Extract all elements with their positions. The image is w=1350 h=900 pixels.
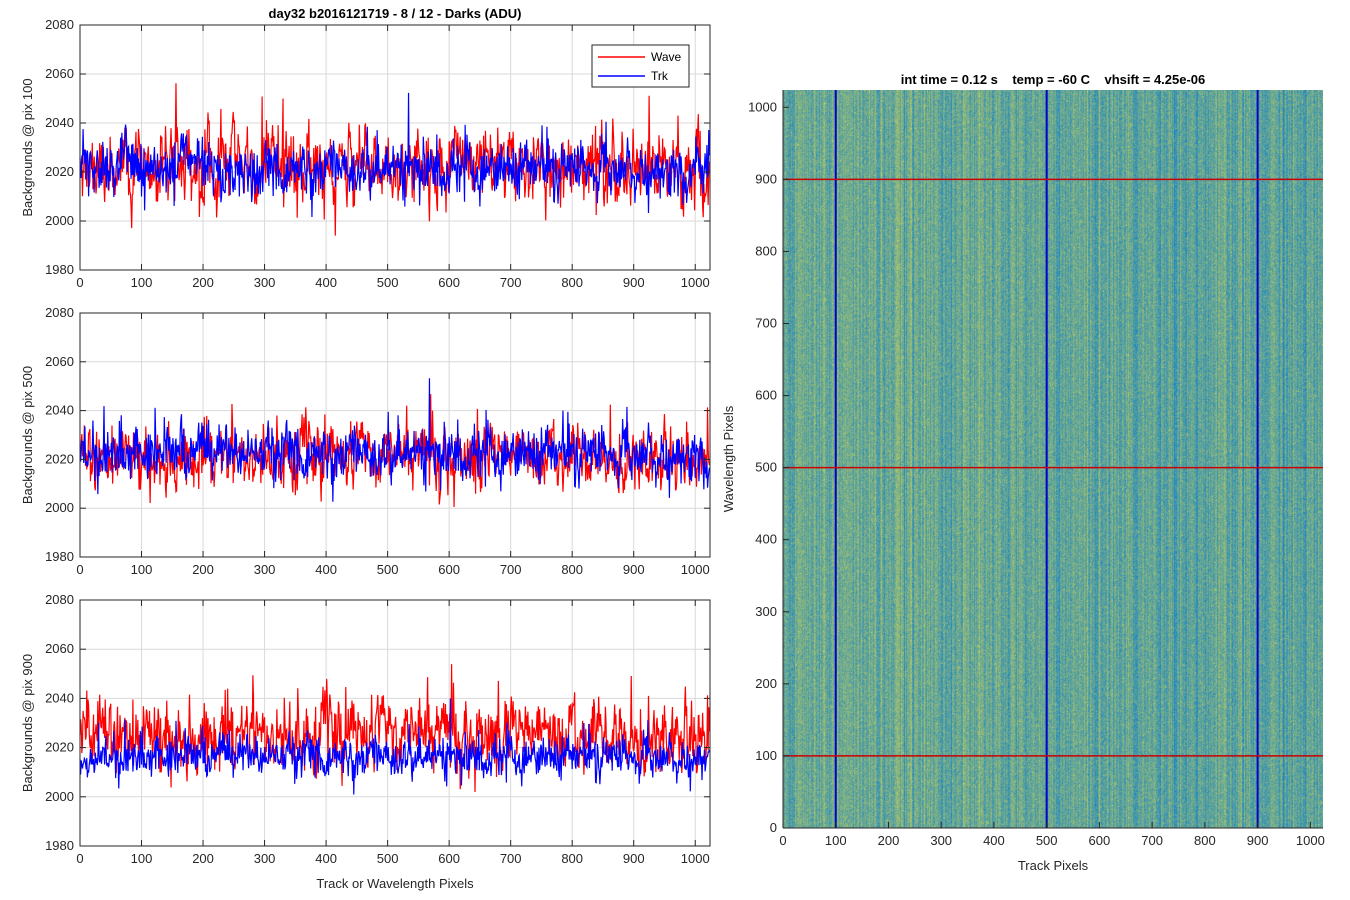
y-tick-label: 2020 — [45, 164, 74, 179]
heatmap-x-axis-label: Track Pixels — [1018, 858, 1089, 873]
y-tick-label: 2080 — [45, 592, 74, 607]
heatmap-image — [783, 90, 1323, 828]
heatmap-x-tick-label: 0 — [779, 833, 786, 848]
heatmap-y-tick-label: 600 — [755, 388, 777, 403]
heatmap-x-tick-label: 700 — [1141, 833, 1163, 848]
x-tick-label: 1000 — [681, 275, 710, 290]
heatmap-y-tick-label: 1000 — [748, 99, 777, 114]
x-tick-label: 700 — [500, 275, 522, 290]
heatmap-x-tick-label: 300 — [930, 833, 952, 848]
heatmap-y-tick-label: 400 — [755, 532, 777, 547]
x-tick-label: 600 — [438, 851, 460, 866]
y-tick-label: 2040 — [45, 403, 74, 418]
x-tick-label: 900 — [623, 275, 645, 290]
x-tick-label: 700 — [500, 851, 522, 866]
x-tick-label: 100 — [131, 562, 153, 577]
y-tick-label: 1980 — [45, 838, 74, 853]
y-tick-label: 2040 — [45, 115, 74, 130]
x-tick-label: 600 — [438, 562, 460, 577]
y-tick-label: 2000 — [45, 500, 74, 515]
axes-box — [79, 24, 711, 271]
heatmap-title: int time = 0.12 s temp = -60 C vhsift = … — [901, 72, 1206, 87]
x-tick-label: 100 — [131, 851, 153, 866]
y-tick-label: 2020 — [45, 740, 74, 755]
x-tick-label: 500 — [377, 275, 399, 290]
x-tick-label: 0 — [76, 275, 83, 290]
y-axis-label: Backgrounds @ pix 500 — [20, 366, 35, 504]
heatmap-x-tick-label: 500 — [1036, 833, 1058, 848]
heatmap-y-axis-label: Wavelength Pixels — [721, 405, 736, 512]
series-line-trk — [79, 92, 710, 218]
axes-box — [79, 312, 711, 558]
y-tick-label: 2060 — [45, 66, 74, 81]
x-tick-label: 900 — [623, 562, 645, 577]
heatmap-image-frame — [783, 90, 1323, 828]
x-tick-label: 500 — [377, 851, 399, 866]
x-tick-label: 1000 — [681, 851, 710, 866]
x-tick-label: 200 — [192, 562, 214, 577]
heatmap-y-tick-label: 300 — [755, 604, 777, 619]
y-axis-label: Backgrounds @ pix 900 — [20, 654, 35, 792]
heatmap-y-tick-label: 200 — [755, 676, 777, 691]
x-tick-label: 200 — [192, 275, 214, 290]
x-tick-label: 700 — [500, 562, 522, 577]
heatmap-x-tick-label: 100 — [825, 833, 847, 848]
y-tick-label: 2040 — [45, 690, 74, 705]
x-tick-label: 800 — [561, 851, 583, 866]
heatmap-y-tick-label: 500 — [755, 460, 777, 475]
x-tick-label: 900 — [623, 851, 645, 866]
line-panel-pix-900: 0 100 200 300 400 500 600 700 800 900 1000 1980 2000… — [20, 592, 711, 891]
heatmap-x-tick-label: 900 — [1247, 833, 1269, 848]
y-tick-label: 1980 — [45, 262, 74, 277]
x-tick-label: 500 — [377, 562, 399, 577]
series-line-trk — [79, 698, 710, 795]
x-tick-label: 800 — [561, 562, 583, 577]
heatmap-x-tick-label: 600 — [1089, 833, 1111, 848]
x-tick-label: 200 — [192, 851, 214, 866]
heatmap-y-tick-label: 700 — [755, 316, 777, 331]
y-axis-label: Backgrounds @ pix 100 — [20, 78, 35, 216]
x-tick-label: 1000 — [681, 562, 710, 577]
x-tick-label: 300 — [254, 275, 276, 290]
heatmap-y-tick-label: 800 — [755, 243, 777, 258]
x-tick-label: 800 — [561, 275, 583, 290]
x-tick-label: 300 — [254, 562, 276, 577]
heatmap-y-tick-label: 100 — [755, 748, 777, 763]
y-tick-label: 2080 — [45, 305, 74, 320]
plot-area — [80, 313, 710, 557]
axes-box — [79, 599, 711, 847]
figure-title: day32 b2016121719 - 8 / 12 - Darks (ADU) — [269, 6, 522, 21]
x-axis-label: Track or Wavelength Pixels — [316, 876, 474, 891]
y-tick-label: 2000 — [45, 789, 74, 804]
x-tick-label: 600 — [438, 275, 460, 290]
legend: Wave Trk — [591, 44, 690, 88]
heatmap-x-tick-label: 800 — [1194, 833, 1216, 848]
y-tick-label: 2020 — [45, 451, 74, 466]
y-tick-label: 2060 — [45, 354, 74, 369]
x-tick-label: 0 — [76, 851, 83, 866]
y-tick-label: 2000 — [45, 213, 74, 228]
series-line-trk — [79, 378, 710, 502]
heatmap-panel: 0 100 200 300 400 500 600 700 800 900 1000 0 100 200 3… — [721, 72, 1325, 873]
heatmap-y-tick-label: 900 — [755, 171, 777, 186]
heatmap-y-tick-label: 0 — [770, 820, 777, 835]
heatmap-x-tick-label: 1000 — [1296, 833, 1325, 848]
x-tick-label: 0 — [76, 562, 83, 577]
x-tick-label: 400 — [315, 562, 337, 577]
legend-box — [591, 44, 690, 88]
line-panel-pix-500: 0 100 200 300 400 500 600 700 800 900 1000 1980 2000… — [20, 305, 711, 577]
x-tick-label: 400 — [315, 851, 337, 866]
y-tick-label: 2080 — [45, 17, 74, 32]
x-tick-label: 400 — [315, 275, 337, 290]
y-tick-label: 1980 — [45, 549, 74, 564]
legend-wave-label: Wave — [651, 50, 682, 64]
heatmap-x-tick-label: 400 — [983, 833, 1005, 848]
x-tick-label: 100 — [131, 275, 153, 290]
legend-trk-label: Trk — [651, 69, 669, 83]
y-tick-label: 2060 — [45, 641, 74, 656]
heatmap-x-tick-label: 200 — [878, 833, 900, 848]
x-tick-label: 300 — [254, 851, 276, 866]
